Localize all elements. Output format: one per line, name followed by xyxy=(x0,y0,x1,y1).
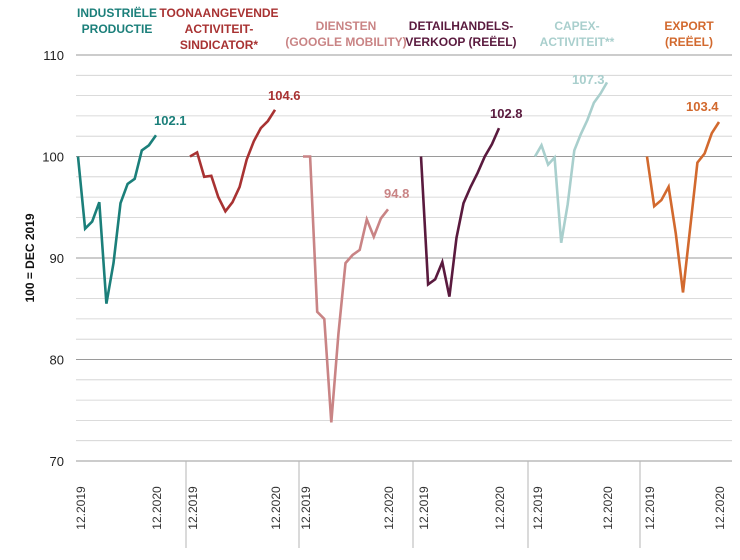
end-value-label: 102.8 xyxy=(490,106,523,121)
x-tick-label: 12.2019 xyxy=(417,486,431,530)
panel-title: TOONAANGEVENDE xyxy=(159,6,278,20)
x-tick-label: 12.2019 xyxy=(643,486,657,530)
panel-3: DIENSTEN (GOOGLE MOBILITY) 94.8 12.2019 12.2… xyxy=(285,19,409,530)
panel-6: EXPORT(REËEL) 103.4 12.2019 12.2020 xyxy=(643,19,727,530)
series-line xyxy=(189,109,277,214)
y-axis: 70 80 90 100 110 xyxy=(42,48,64,469)
end-value-label: 94.8 xyxy=(384,186,409,201)
series-line xyxy=(419,127,501,297)
panel-4: DETAILHANDELS-VERKOOP (REËEL) 102.8 12.201… xyxy=(405,19,522,530)
panel-title: DIENSTEN xyxy=(316,19,377,33)
panel-title: VERKOOP (REËEL) xyxy=(405,34,516,49)
panel-title: ACTIVITEIT- xyxy=(185,22,254,36)
x-tick-label: 12.2019 xyxy=(74,486,88,530)
end-value-label: 103.4 xyxy=(686,99,719,114)
panel-title: DETAILHANDELS- xyxy=(409,19,513,33)
panel-title: EXPORT xyxy=(664,19,714,33)
y-tick-label: 110 xyxy=(43,48,64,63)
x-tick-label: 12.2020 xyxy=(269,486,283,530)
x-tick-label: 12.2019 xyxy=(186,486,200,530)
x-tick-label: 12.2020 xyxy=(713,486,727,530)
y-axis-title: 100 = DEC 2019 xyxy=(23,213,37,302)
panel-title: (GOOGLE MOBILITY) xyxy=(285,35,406,49)
grid-lines xyxy=(76,54,732,462)
series-line xyxy=(76,134,158,304)
panel-title: SINDICATOR* xyxy=(180,38,259,52)
end-value-label: 104.6 xyxy=(268,88,301,103)
panel-title: (REËEL) xyxy=(665,34,713,49)
panel-title: CAPEX- xyxy=(554,19,599,33)
end-value-label: 102.1 xyxy=(154,113,187,128)
panel-title: ACTIVITEIT** xyxy=(540,35,615,49)
x-tick-label: 12.2019 xyxy=(531,486,545,530)
panel-title: PRODUCTIE xyxy=(82,22,153,36)
x-tick-label: 12.2019 xyxy=(299,486,313,530)
y-tick-label: 80 xyxy=(50,353,64,368)
x-tick-label: 12.2020 xyxy=(601,486,615,530)
series-line xyxy=(645,121,721,293)
panel-1: INDUSTRIËLE PRODUCTIE 102.1 12.2019 12.2020 xyxy=(74,5,186,530)
panel-title: INDUSTRIËLE xyxy=(77,5,157,20)
x-tick-label: 12.2020 xyxy=(493,486,507,530)
end-value-label: 107.3 xyxy=(572,72,605,87)
x-tick-label: 12.2020 xyxy=(382,486,396,530)
panel-5: CAPEX- ACTIVITEIT** 107.3 12.2019 12.2020 xyxy=(531,19,615,530)
y-tick-label: 70 xyxy=(50,454,64,469)
y-tick-label: 100 xyxy=(42,150,64,165)
panel-2: TOONAANGEVENDE ACTIVITEIT- SINDICATOR* 104.… xyxy=(159,6,300,530)
y-tick-label: 90 xyxy=(50,251,64,266)
x-tick-label: 12.2020 xyxy=(150,486,164,530)
series-line xyxy=(303,155,390,423)
panel-separators xyxy=(185,461,641,548)
series-line xyxy=(533,81,609,244)
